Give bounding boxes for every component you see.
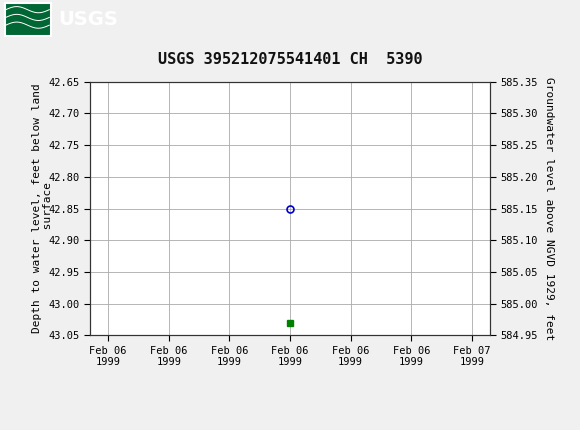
Y-axis label: Groundwater level above NGVD 1929, feet: Groundwater level above NGVD 1929, feet: [543, 77, 553, 340]
Text: USGS 395212075541401 CH  5390: USGS 395212075541401 CH 5390: [158, 52, 422, 67]
Y-axis label: Depth to water level, feet below land
 surface: Depth to water level, feet below land su…: [32, 84, 53, 333]
Bar: [5, 3, 51, 36]
Text: USGS: USGS: [58, 10, 118, 29]
